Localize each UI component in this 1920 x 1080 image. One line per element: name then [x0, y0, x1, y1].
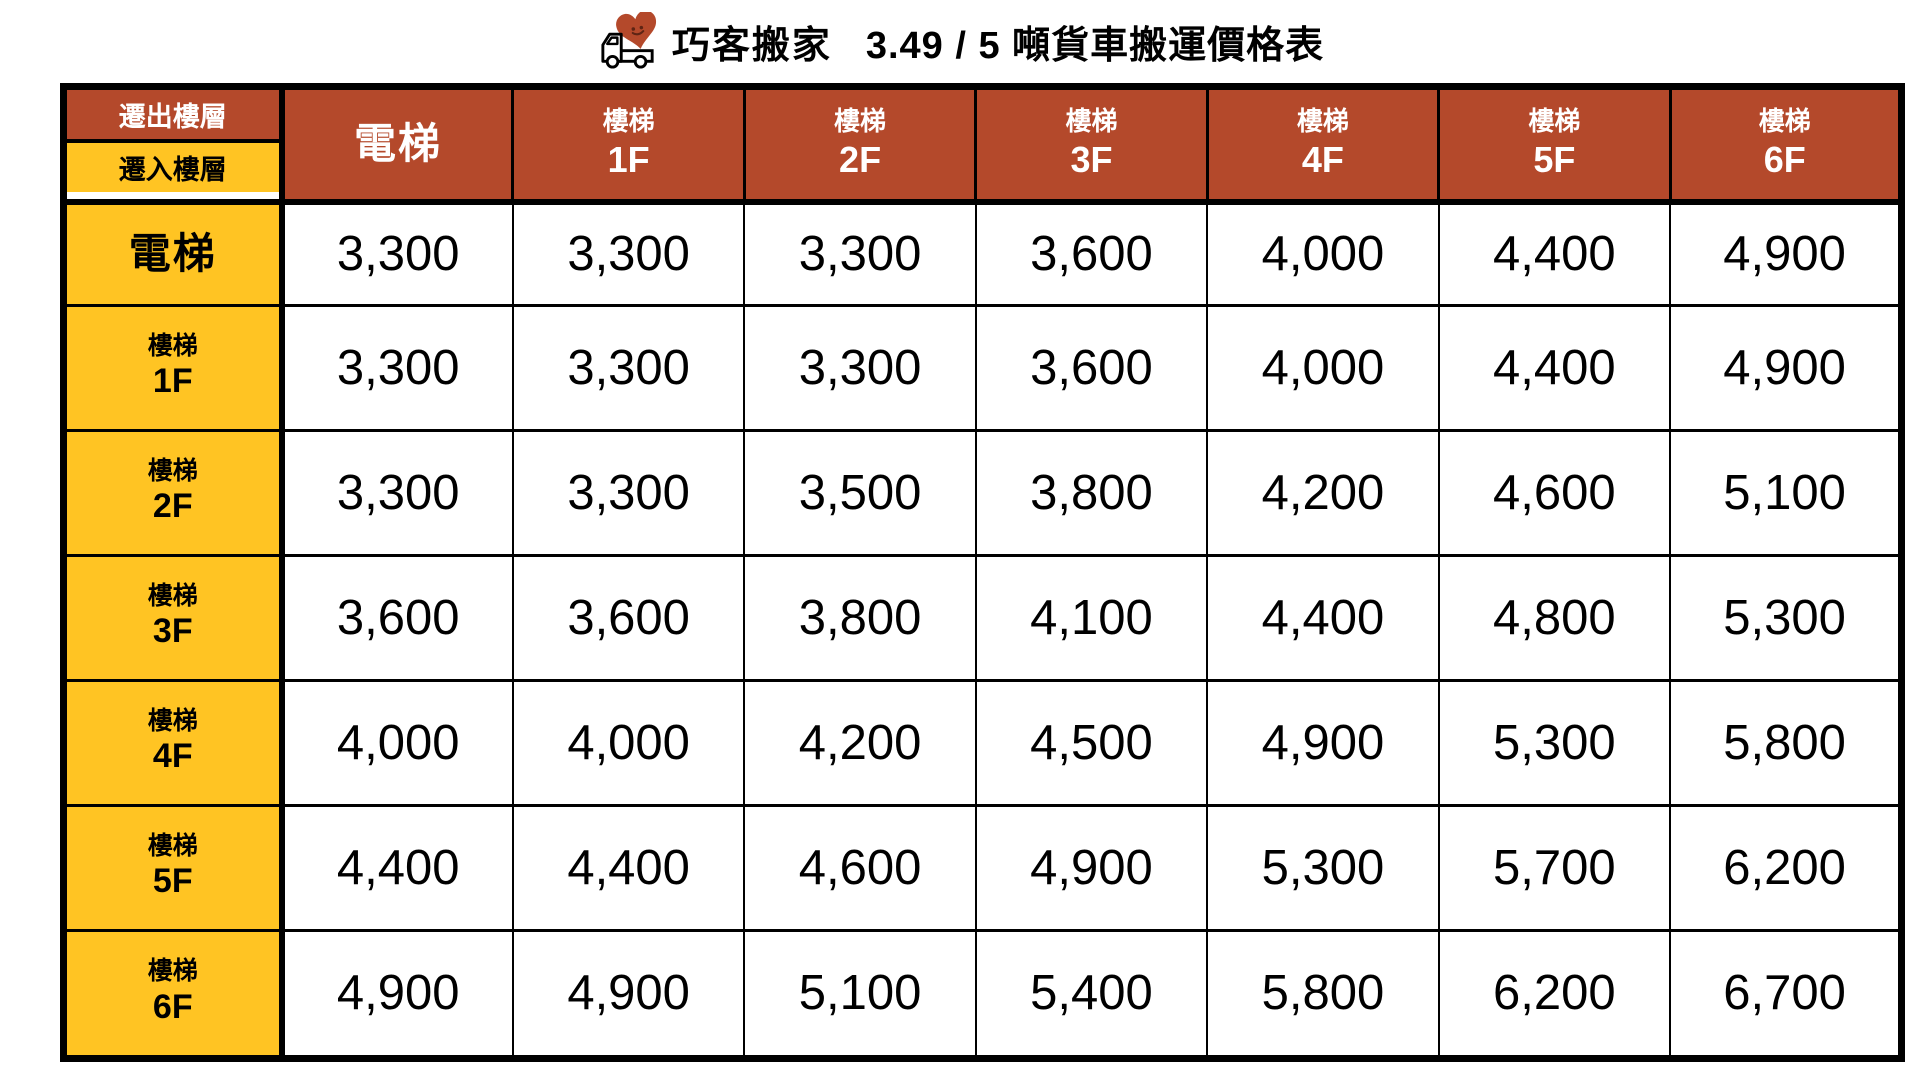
price-cell: 4,900	[280, 928, 514, 1060]
price-cell: 5,300	[1206, 803, 1440, 932]
move-in-floor-label: 遷入樓層	[67, 143, 279, 192]
price-cell: 5,100	[1669, 428, 1903, 557]
price-cell: 3,600	[511, 553, 746, 682]
price-cell: 4,600	[1437, 428, 1672, 557]
price-cell: 4,900	[1669, 303, 1903, 432]
price-cell: 4,100	[974, 553, 1209, 682]
table-row-stairs-6f: 樓梯 6F 4,900 4,900 5,100 5,400 5,800 6,20…	[62, 928, 1903, 1060]
header-row: 遷出樓層 遷入樓層 電梯 樓梯 1F 樓梯 2F 樓梯	[62, 85, 1904, 205]
price-cell: 4,400	[1437, 303, 1672, 432]
row-header-stairs-4f: 樓梯 4F	[62, 678, 285, 807]
row-header-stairs-5f: 樓梯 5F	[62, 803, 285, 932]
price-cell: 3,800	[743, 553, 977, 682]
price-cell: 6,200	[1669, 803, 1903, 932]
truck-heart-logo-icon	[596, 12, 660, 70]
price-cell: 4,400	[280, 803, 514, 932]
price-cell: 3,300	[511, 428, 746, 557]
column-header-stairs-5f: 樓梯 5F	[1437, 85, 1672, 205]
column-header-stairs-1f: 樓梯 1F	[511, 85, 746, 205]
price-cell: 3,300	[511, 200, 746, 307]
price-cell: 5,800	[1669, 678, 1903, 807]
table-row-stairs-4f: 樓梯 4F 4,000 4,000 4,200 4,500 4,900 5,30…	[62, 678, 1903, 807]
row-header-stairs-6f: 樓梯 6F	[62, 928, 285, 1060]
table-row-elevator: 電梯 3,300 3,300 3,300 3,600 4,000 4,400 4…	[62, 200, 1903, 307]
price-cell: 4,800	[1437, 553, 1672, 682]
price-cell: 3,300	[511, 303, 746, 432]
column-header-stairs-3f: 樓梯 3F	[974, 85, 1209, 205]
brand-name: 巧客搬家	[671, 24, 832, 67]
price-cell: 3,300	[280, 200, 514, 307]
price-cell: 4,000	[511, 678, 746, 807]
price-cell: 5,100	[743, 928, 977, 1060]
page-title: 3.49 / 5 噸貨車搬運價格表	[865, 24, 1325, 67]
price-cell: 4,500	[974, 678, 1209, 807]
price-cell: 4,900	[1669, 200, 1903, 307]
price-cell: 4,900	[511, 928, 746, 1060]
corner-wrap: 遷出樓層 遷入樓層	[67, 90, 279, 192]
column-header-stairs-4f: 樓梯 4F	[1205, 85, 1441, 205]
price-cell: 3,300	[743, 303, 977, 432]
price-cell: 3,800	[974, 428, 1209, 557]
title-bar: 巧客搬家 3.49 / 5 噸貨車搬運價格表	[0, 8, 1920, 74]
column-header-stairs-2f: 樓梯 2F	[742, 85, 978, 205]
column-header-stairs-6f: 樓梯 6F	[1668, 85, 1904, 205]
table-row-stairs-3f: 樓梯 3F 3,600 3,600 3,800 4,100 4,400 4,80…	[62, 553, 1903, 682]
price-cell: 5,300	[1437, 678, 1672, 807]
price-cell: 4,200	[743, 678, 977, 807]
price-cell: 5,400	[974, 928, 1209, 1060]
price-cell: 4,400	[1437, 200, 1672, 307]
price-cell: 4,400	[511, 803, 746, 932]
column-header-elevator: 電梯	[279, 85, 515, 205]
price-cell: 4,000	[1206, 200, 1440, 307]
price-cell: 5,700	[1437, 803, 1672, 932]
row-header-stairs-1f: 樓梯 1F	[62, 303, 285, 432]
price-cell: 3,300	[743, 200, 977, 307]
price-cell: 4,600	[743, 803, 977, 932]
price-cell: 3,600	[974, 303, 1209, 432]
row-header-stairs-3f: 樓梯 3F	[62, 553, 285, 682]
price-table: 遷出樓層 遷入樓層 電梯 樓梯 1F 樓梯 2F 樓梯	[60, 83, 1905, 1062]
price-cell: 3,300	[280, 303, 514, 432]
price-cell: 6,200	[1437, 928, 1672, 1060]
price-cell: 4,000	[1206, 303, 1440, 432]
price-cell: 6,700	[1669, 928, 1903, 1060]
row-header-stairs-2f: 樓梯 2F	[62, 428, 285, 557]
price-cell: 3,300	[280, 428, 514, 557]
table-row-stairs-1f: 樓梯 1F 3,300 3,300 3,300 3,600 4,000 4,40…	[62, 303, 1903, 432]
table-row-stairs-5f: 樓梯 5F 4,400 4,400 4,600 4,900 5,300 5,70…	[62, 803, 1903, 932]
price-cell: 4,400	[1206, 553, 1440, 682]
price-cell: 3,500	[743, 428, 977, 557]
price-cell: 4,000	[280, 678, 514, 807]
price-cell: 3,600	[280, 553, 514, 682]
corner-cell: 遷出樓層 遷入樓層	[62, 85, 285, 205]
move-out-floor-label: 遷出樓層	[67, 90, 279, 143]
price-cell: 4,900	[1206, 678, 1440, 807]
price-cell: 4,900	[974, 803, 1209, 932]
price-cell: 3,600	[974, 200, 1209, 307]
row-header-elevator: 電梯	[62, 200, 285, 307]
price-cell: 5,800	[1206, 928, 1440, 1060]
price-cell: 5,300	[1669, 553, 1903, 682]
table-row-stairs-2f: 樓梯 2F 3,300 3,300 3,500 3,800 4,200 4,60…	[62, 428, 1903, 557]
price-cell: 4,200	[1206, 428, 1440, 557]
